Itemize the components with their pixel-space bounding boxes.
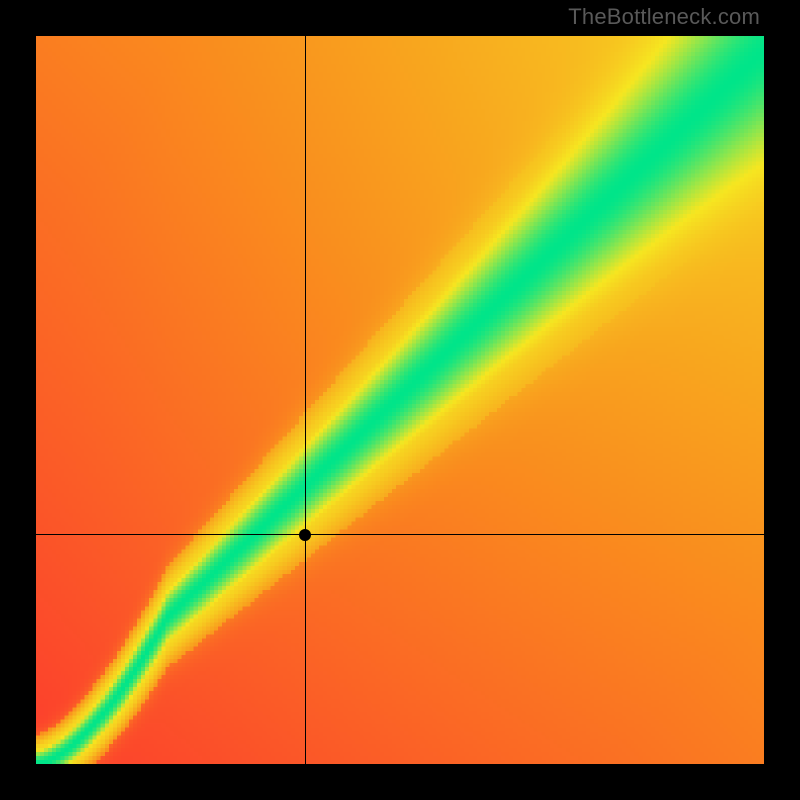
- watermark-text: TheBottleneck.com: [568, 4, 760, 30]
- crosshair-horizontal: [36, 534, 764, 535]
- heatmap-canvas: [36, 36, 764, 764]
- crosshair-vertical: [305, 36, 306, 764]
- plot-frame: [36, 36, 764, 764]
- chart-container: TheBottleneck.com: [0, 0, 800, 800]
- crosshair-marker: [299, 529, 311, 541]
